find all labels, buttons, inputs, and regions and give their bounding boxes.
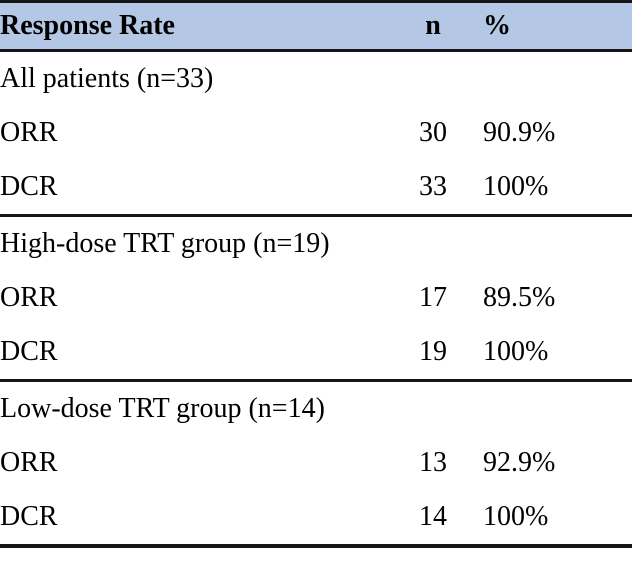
row-percent-value: 92.9%	[483, 447, 556, 478]
row-label: DCR	[0, 171, 58, 203]
section-all-patients: All patients (n=33) ORR 30 90.9% DCR 33 …	[0, 51, 632, 216]
row-percent-value: 100%	[483, 336, 549, 368]
section-high-dose-trt: High-dose TRT group (n=19) ORR 17 89.5% …	[0, 216, 632, 381]
response-rate-table: Response Rate n % All patients (n=33) OR…	[0, 1, 632, 546]
row-label: DCR	[0, 501, 58, 532]
table-row: DCR 19 100%	[0, 326, 632, 381]
row-n-value: 33	[419, 171, 447, 203]
group-row: High-dose TRT group (n=19)	[0, 216, 632, 271]
row-label: ORR	[0, 447, 58, 478]
row-percent-value: 100%	[483, 501, 549, 532]
header-row: Response Rate n %	[0, 2, 632, 51]
header-n: n	[425, 10, 441, 41]
row-n-value: 17	[419, 282, 447, 313]
row-percent-value: 90.9%	[483, 117, 556, 148]
row-n-value: 14	[419, 501, 447, 532]
table-row: DCR 14 100%	[0, 491, 632, 546]
row-label: ORR	[0, 282, 58, 313]
group-row: Low-dose TRT group (n=14)	[0, 381, 632, 436]
table-header: Response Rate n %	[0, 1, 632, 51]
group-label: Low-dose TRT group (n=14)	[0, 392, 325, 424]
row-n-value: 19	[419, 336, 447, 368]
row-percent-value: 89.5%	[483, 282, 556, 313]
header-percent: %	[483, 10, 511, 41]
group-row: All patients (n=33)	[0, 51, 632, 106]
row-n-value: 13	[419, 447, 447, 478]
table-row: ORR 17 89.5%	[0, 271, 632, 326]
table-row: ORR 30 90.9%	[0, 106, 632, 161]
table-row: ORR 13 92.9%	[0, 436, 632, 491]
header-response-rate: Response Rate	[0, 10, 175, 41]
section-low-dose-trt: Low-dose TRT group (n=14) ORR 13 92.9% D…	[0, 381, 632, 546]
row-percent-value: 100%	[483, 171, 549, 203]
group-label: High-dose TRT group (n=19)	[0, 227, 330, 259]
row-n-value: 30	[419, 117, 447, 148]
row-label: DCR	[0, 336, 58, 368]
group-label: All patients (n=33)	[0, 62, 214, 94]
table-row: DCR 33 100%	[0, 161, 632, 216]
row-label: ORR	[0, 117, 58, 148]
